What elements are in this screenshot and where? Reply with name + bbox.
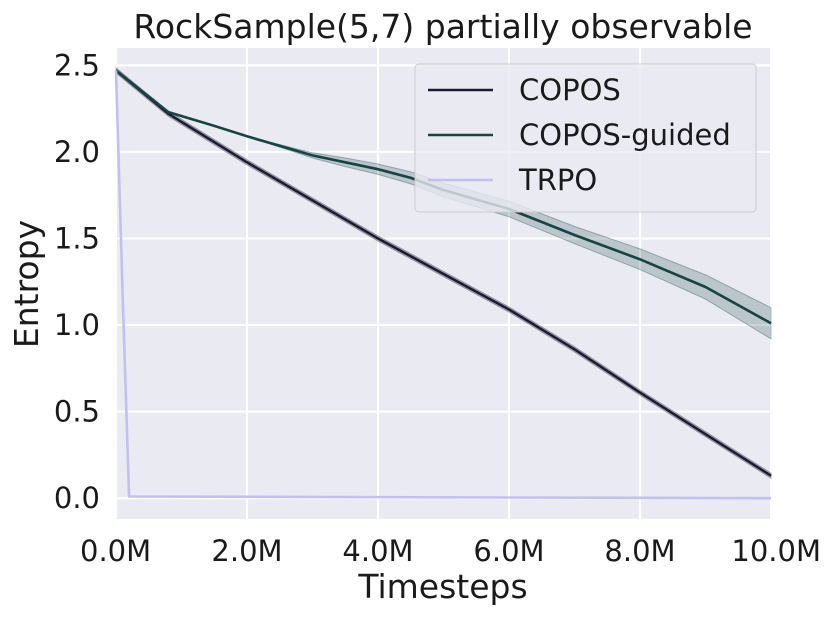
series-line-trpo [114, 70, 772, 500]
y-tick-label: 1.5 [54, 221, 100, 255]
y-tick-labels: 0.0 0.5 1.0 1.5 2.0 2.5 [54, 48, 100, 515]
legend-box [414, 63, 757, 213]
legend-label-copos: COPOS [519, 73, 621, 107]
x-tick-label: 4.0M [342, 534, 413, 568]
y-tick-label: 0.5 [54, 395, 100, 429]
x-tick-label: 0.0M [80, 534, 151, 568]
y-axis-label: Entropy [7, 220, 46, 348]
x-tick-label: 8.0M [604, 534, 675, 568]
legend-label-trpo: TRPO [518, 163, 597, 197]
legend-label-copos-guided: COPOS-guided [519, 118, 731, 152]
y-tick-label: 2.0 [54, 135, 100, 169]
chart-title: RockSample(5,7) partially observable [133, 7, 752, 46]
x-tick-label: 6.0M [473, 534, 544, 568]
y-tick-label: 2.5 [54, 48, 100, 82]
x-tick-labels: 0.0M 2.0M 4.0M 6.0M 8.0M 10.0M [80, 534, 821, 568]
series-line-copos [115, 69, 772, 477]
y-tick-label: 1.0 [54, 308, 100, 342]
x-tick-label: 2.0M [211, 534, 282, 568]
y-tick-label: 0.0 [54, 481, 100, 515]
legend: COPOS COPOS-guided TRPO [414, 63, 757, 213]
series-lines [114, 69, 772, 500]
x-tick-label: 10.0M [731, 534, 821, 568]
x-axis-label: Timesteps [357, 567, 527, 606]
series-line-copos-guided [115, 69, 772, 325]
